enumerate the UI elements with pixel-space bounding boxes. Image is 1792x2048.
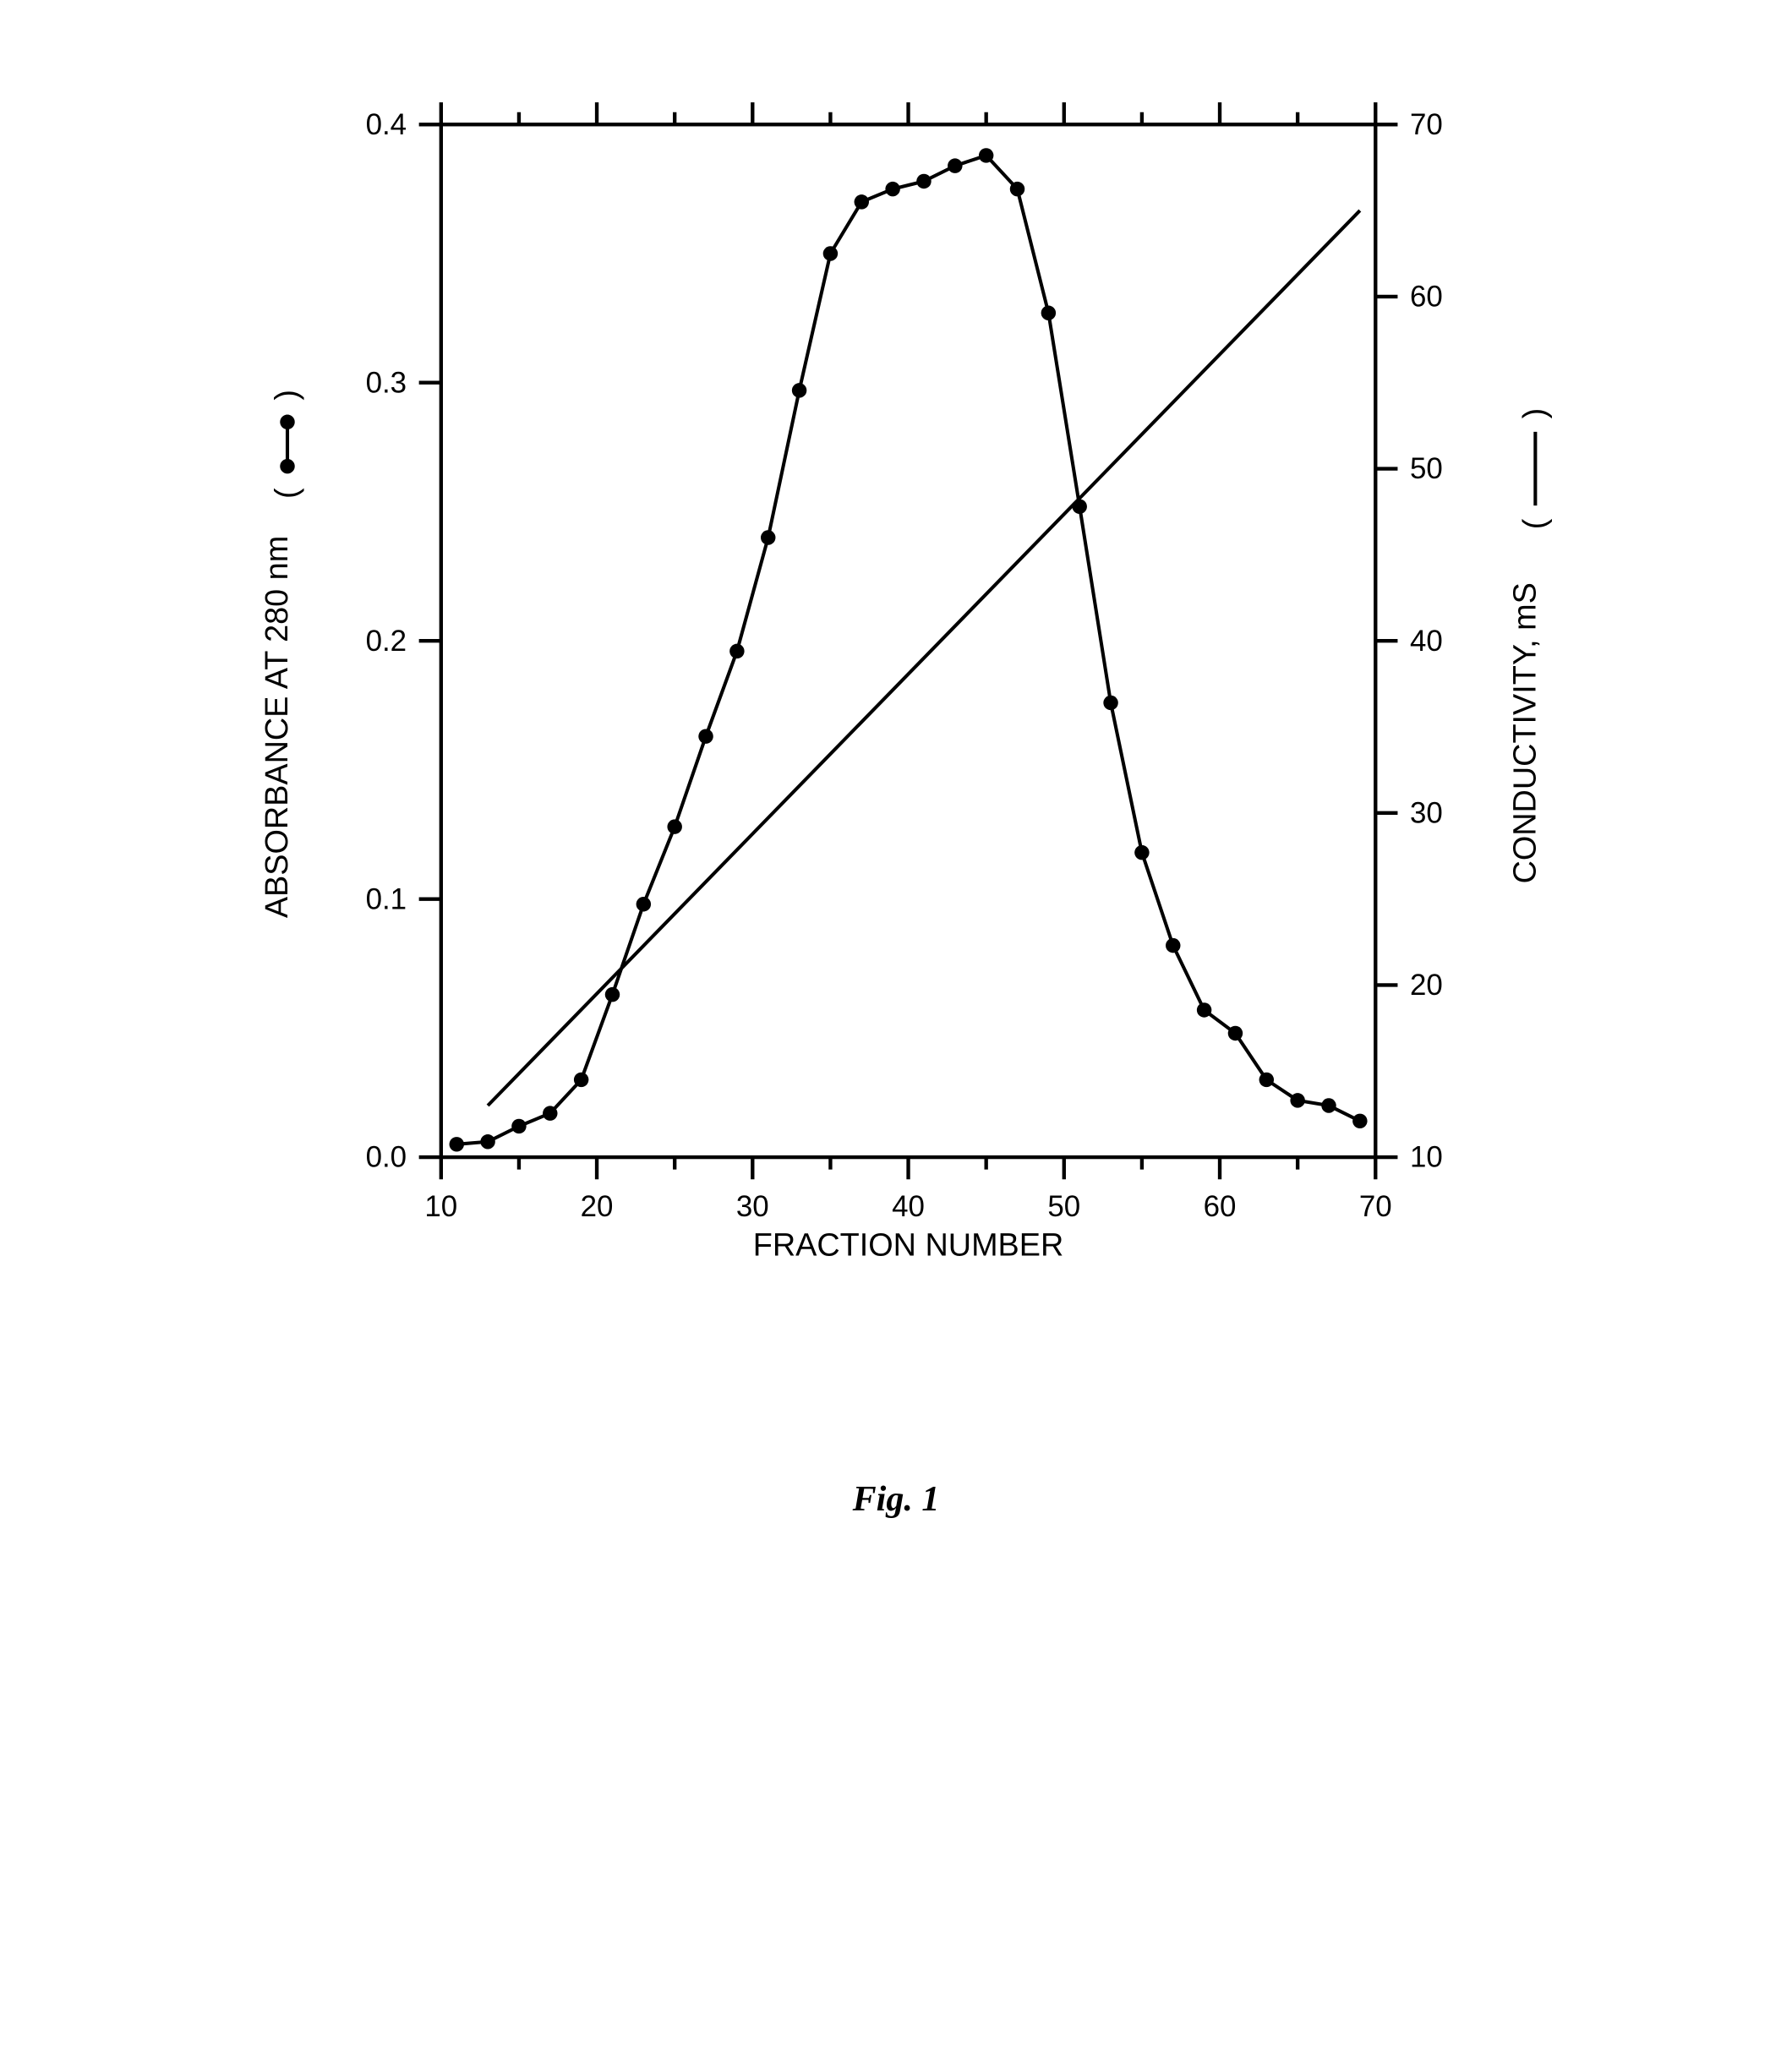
- figure-caption: Fig. 1: [220, 1479, 1572, 1520]
- absorbance-conductivity-chart: 10 20 30 40 50 60 70 0.0 0.1 0.2 0.3 0.4 10 20 30 40 50 6…: [220, 51, 1572, 1403]
- svg-text:0.0: 0.0: [366, 1141, 407, 1174]
- svg-text:30: 30: [736, 1190, 769, 1223]
- svg-text:60: 60: [1204, 1190, 1237, 1223]
- svg-text:(: (: [270, 488, 305, 499]
- svg-text:40: 40: [892, 1190, 925, 1223]
- svg-text:(: (: [1517, 518, 1553, 529]
- svg-text:20: 20: [581, 1190, 614, 1223]
- svg-text:CONDUCTIVITY, mS: CONDUCTIVITY, mS: [1507, 582, 1543, 883]
- svg-text:70: 70: [1359, 1190, 1392, 1223]
- svg-text:60: 60: [1410, 281, 1443, 314]
- svg-text:10: 10: [1410, 1141, 1443, 1174]
- svg-text:ABSORBANCE AT 280 nm: ABSORBANCE AT 280 nm: [260, 536, 295, 918]
- svg-text:0.3: 0.3: [366, 366, 407, 399]
- svg-text:0.1: 0.1: [366, 882, 407, 915]
- svg-text:0.2: 0.2: [366, 625, 407, 658]
- svg-text:): ): [270, 390, 305, 401]
- svg-text:40: 40: [1410, 625, 1443, 658]
- svg-text:): ): [1517, 408, 1553, 419]
- svg-text:0.4: 0.4: [366, 108, 407, 141]
- svg-text:70: 70: [1410, 108, 1443, 141]
- svg-text:50: 50: [1410, 452, 1443, 485]
- chart-container: 10 20 30 40 50 60 70 0.0 0.1 0.2 0.3 0.4 10 20 30 40 50 6…: [220, 51, 1572, 1520]
- svg-text:10: 10: [424, 1190, 457, 1223]
- svg-text:FRACTION NUMBER: FRACTION NUMBER: [753, 1227, 1063, 1263]
- svg-text:20: 20: [1410, 969, 1443, 1002]
- svg-text:30: 30: [1410, 796, 1443, 829]
- svg-text:50: 50: [1047, 1190, 1080, 1223]
